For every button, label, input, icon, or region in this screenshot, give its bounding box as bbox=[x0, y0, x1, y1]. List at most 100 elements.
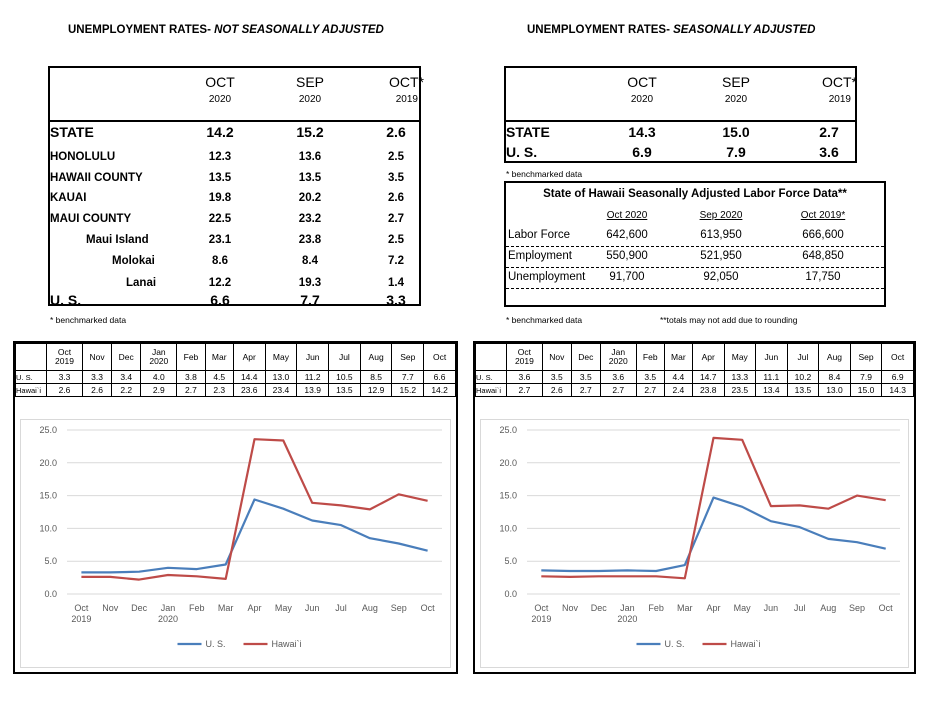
sa-table-row: STATE 14.3 15.0 2.7 bbox=[506, 122, 855, 143]
sa-month-label: Sep bbox=[858, 351, 874, 362]
sa-x-tick-label: Jun bbox=[764, 603, 779, 613]
sa-series-value-cell: 3.5 bbox=[635, 370, 665, 384]
sa-series-value-cell: 23.8 bbox=[691, 383, 725, 397]
labor-row: Labor Force 642,600 613,950 666,600 bbox=[506, 226, 884, 247]
nsa-legend-label: Hawai`i bbox=[272, 639, 302, 649]
sa-series-value-cell: 11.1 bbox=[755, 370, 788, 384]
sa-col-year: 2020 bbox=[630, 94, 654, 105]
nsa-month-cell: Jan 2020 bbox=[140, 343, 178, 371]
right-title-prefix: UNEMPLOYMENT RATES- bbox=[527, 24, 674, 36]
nsa-month-label: Oct bbox=[57, 347, 72, 357]
nsa-series-value-cell: 4.5 bbox=[204, 370, 234, 384]
nsa-month-label: Aug bbox=[368, 351, 384, 362]
sa-y-tick-label: 25.0 bbox=[499, 425, 517, 435]
sa-row-label: STATE bbox=[506, 124, 550, 140]
sa-row-value: 15.0 bbox=[722, 124, 750, 140]
nsa-month-cell: Sep bbox=[391, 343, 425, 371]
nsa-month-label: May bbox=[272, 351, 289, 362]
nsa-table-row: HAWAII COUNTY 13.5 13.5 3.5 bbox=[50, 167, 419, 188]
sa-series-line bbox=[541, 496, 886, 573]
sa-series-value-cell: 15.0 bbox=[849, 383, 883, 397]
sa-month-label: Oct bbox=[891, 351, 905, 362]
sa-rates-table: OCT 2020 SEP 2020 OCT* 2019 STATE 14.3 15.… bbox=[504, 66, 857, 163]
labor-col-header: Sep 2020 bbox=[699, 210, 743, 221]
nsa-row-label: KAUAI bbox=[50, 192, 87, 204]
labor-col-header: Oct 2020 bbox=[606, 210, 648, 221]
nsa-chart-panel: Oct 2019 Nov Dec Jan 2020 Feb Mar Apr May Jun Jul Au… bbox=[13, 341, 458, 674]
sa-x-tick-label: Nov bbox=[562, 603, 579, 613]
nsa-row-value: 2.6 bbox=[388, 192, 404, 204]
nsa-row-value: 23.8 bbox=[298, 234, 322, 246]
labor-row-value: 648,850 bbox=[802, 250, 844, 262]
nsa-series-value-cell: 15.2 bbox=[391, 383, 425, 397]
sa-series-value-cell: 14.7 bbox=[691, 370, 725, 384]
nsa-x-tick-label: Oct bbox=[74, 603, 89, 613]
sa-month-cell: Oct bbox=[881, 343, 914, 371]
sa-month-cell: Aug bbox=[818, 343, 851, 371]
sa-month-cell: Oct 2019 bbox=[506, 343, 543, 371]
sa-month-label: 2019 bbox=[514, 356, 534, 366]
nsa-table-row: Lanai 12.2 19.3 1.4 bbox=[50, 272, 419, 293]
sa-series-row-label: Hawai`i bbox=[475, 383, 507, 397]
sa-month-label: 2020 bbox=[608, 356, 628, 366]
nsa-series-value-cell: 2.6 bbox=[82, 383, 113, 397]
nsa-month-label: Jan bbox=[151, 347, 166, 357]
nsa-table-row: U. S. 6.6 7.7 3.3 bbox=[50, 289, 419, 310]
labor-row-value: 92,050 bbox=[703, 271, 739, 283]
nsa-x-tick-label: Jan bbox=[161, 603, 176, 613]
nsa-x-tick-label: Aug bbox=[362, 603, 378, 613]
sa-row-value: 7.9 bbox=[726, 144, 746, 160]
nsa-month-label: Mar bbox=[211, 351, 227, 362]
labor-row-value: 521,950 bbox=[700, 250, 742, 262]
sa-row-value: 2.7 bbox=[819, 124, 839, 140]
nsa-month-cell: Feb bbox=[176, 343, 206, 371]
sa-series-value-cell: 3.5 bbox=[570, 370, 601, 384]
sa-series-value-cell: 7.9 bbox=[849, 370, 883, 384]
nsa-col-year: 2020 bbox=[298, 94, 322, 105]
labor-row: Employment 550,900 521,950 648,850 bbox=[506, 247, 884, 268]
nsa-series-value-cell: 2.7 bbox=[176, 383, 206, 397]
sa-x-tick-label: Jan bbox=[620, 603, 635, 613]
sa-month-label: Nov bbox=[549, 351, 565, 362]
sa-col-header-1: OCT 2020 bbox=[612, 74, 672, 105]
sa-series-value-cell: 10.2 bbox=[786, 370, 820, 384]
nsa-table-row: STATE 14.2 15.2 2.6 bbox=[50, 121, 419, 142]
sa-month-label: Oct bbox=[517, 347, 532, 357]
nsa-series-value-cell: 3.3 bbox=[82, 370, 113, 384]
nsa-month-cell: Apr bbox=[232, 343, 266, 371]
sa-month-label: Aug bbox=[826, 351, 843, 362]
nsa-series-value-cell: 6.6 bbox=[423, 370, 456, 384]
nsa-series-value-cell: 3.8 bbox=[176, 370, 206, 384]
nsa-x-tick-label: Jul bbox=[335, 603, 347, 613]
sa-series-value-cell: 2.7 bbox=[570, 383, 601, 397]
nsa-month-cell: Jul bbox=[328, 343, 361, 371]
nsa-note: * benchmarked data bbox=[50, 315, 127, 325]
sa-table-corner bbox=[475, 343, 507, 371]
nsa-y-tick-label: 20.0 bbox=[39, 458, 57, 468]
labor-row-value: 666,600 bbox=[802, 229, 844, 241]
sa-series-value-cell: 4.4 bbox=[663, 370, 693, 384]
nsa-month-label: Feb bbox=[183, 351, 199, 362]
sa-y-tick-label: 10.0 bbox=[499, 523, 517, 533]
nsa-x-tick-label: 2020 bbox=[158, 614, 178, 624]
sa-chart-panel: Oct 2019 Nov Dec Jan 2020 Feb Mar Apr May Jun Jul Au… bbox=[473, 341, 916, 674]
nsa-row-value: 15.2 bbox=[296, 124, 324, 140]
nsa-series-value-cell: 13.0 bbox=[264, 370, 298, 384]
labor-force-title: State of Hawaii Seasonally Adjusted Labo… bbox=[543, 188, 847, 200]
sa-y-tick-label: 5.0 bbox=[504, 556, 517, 566]
nsa-series-row: U. S. 3.3 3.3 3.4 4.0 3.8 4.5 14.4 13.0 11.2 10.5 8… bbox=[15, 370, 456, 384]
nsa-series-value-cell: 2.3 bbox=[204, 383, 234, 397]
sa-month-label: Dec bbox=[578, 351, 594, 362]
nsa-series-value-cell: 2.6 bbox=[45, 383, 84, 397]
sa-chart-area: 0.0 5.0 10.0 15.0 20.0 25.0 Oct 2019 Nov Dec Jan 20… bbox=[480, 419, 909, 668]
sa-series-row-label: U. S. bbox=[475, 370, 507, 384]
labor-row-value: 642,600 bbox=[606, 229, 648, 241]
nsa-series-value-cell: 23.4 bbox=[264, 383, 298, 397]
sa-series-value-cell: 3.6 bbox=[506, 370, 543, 384]
nsa-row-value: 13.5 bbox=[208, 172, 232, 184]
sa-note: * benchmarked data bbox=[506, 169, 583, 179]
sa-col-year: 2020 bbox=[724, 94, 748, 105]
nsa-month-label: Sep bbox=[400, 351, 416, 362]
nsa-legend-label: U. S. bbox=[206, 639, 226, 649]
sa-month-label: Jul bbox=[797, 351, 809, 362]
